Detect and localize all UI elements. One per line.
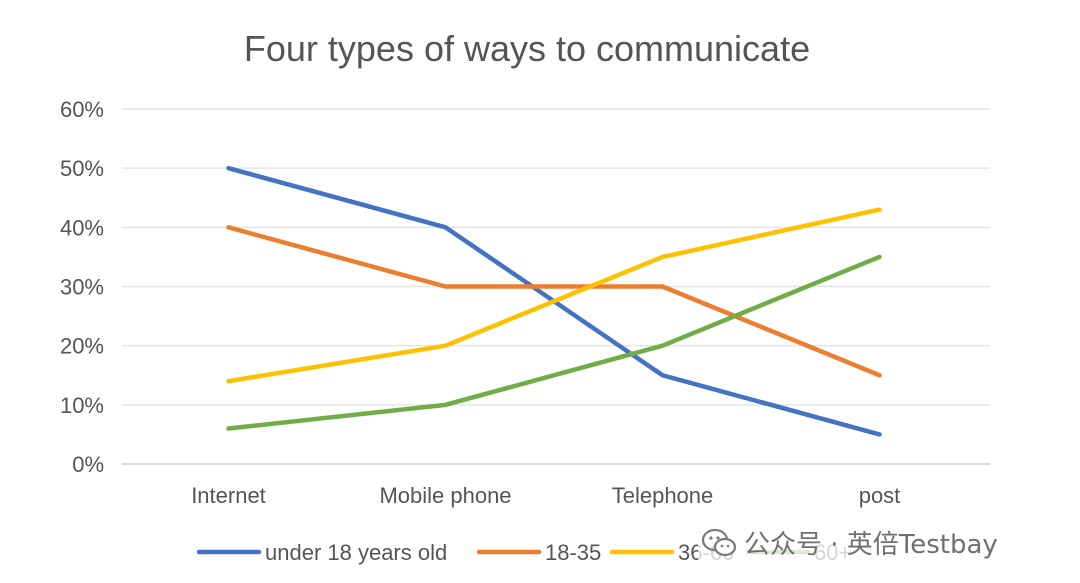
chart-title: Four types of ways to communicate (244, 28, 810, 69)
y-tick-label: 30% (60, 275, 104, 300)
wechat-icon (702, 528, 736, 556)
series-lines (226, 165, 882, 437)
x-tick-label: post (859, 483, 901, 508)
series-line-18-35 (226, 225, 882, 378)
series-line-60- (226, 254, 882, 431)
x-tick-label: Mobile phone (379, 483, 511, 508)
y-tick-label: 0% (72, 452, 104, 477)
watermark-text: 公众号 · 英倍Testbay (744, 530, 998, 560)
legend-label: under 18 years old (265, 540, 447, 565)
x-tick-label: Internet (191, 483, 266, 508)
y-tick-label: 60% (60, 97, 104, 122)
y-tick-label: 10% (60, 393, 104, 418)
y-axis-ticks: 0% 10% 20% 30% 40% 50% 60% (60, 97, 104, 477)
legend-label: 18-35 (545, 540, 601, 565)
watermark: 公众号 · 英倍Testbay (698, 524, 1002, 561)
gridlines (122, 108, 990, 465)
y-tick-label: 40% (60, 215, 104, 240)
series-line-36-60 (226, 207, 882, 384)
y-tick-label: 20% (60, 334, 104, 359)
y-tick-label: 50% (60, 156, 104, 181)
x-tick-label: Telephone (612, 483, 714, 508)
x-axis-ticks: Internet Mobile phone Telephone post (191, 483, 900, 508)
